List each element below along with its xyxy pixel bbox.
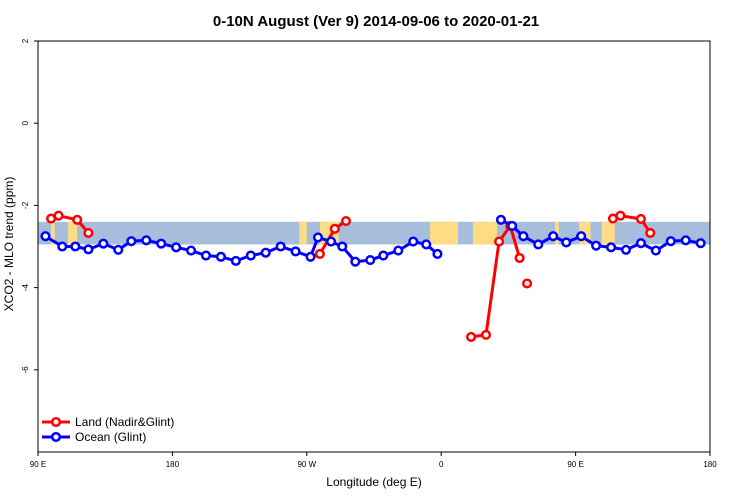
ocean-point-14 <box>245 250 256 261</box>
plot-frame <box>37 40 711 453</box>
ocean-point-26 <box>408 236 419 247</box>
legend-land-marker <box>50 416 62 428</box>
ocean-point-20 <box>326 236 337 247</box>
land-region-2 <box>299 221 307 245</box>
x-tick-label-0: 90 E <box>30 460 46 469</box>
land-point-8 <box>480 329 492 340</box>
series-land <box>46 210 656 342</box>
series-layer <box>40 210 706 342</box>
ocean-point-32 <box>533 239 544 250</box>
land-point-16 <box>645 227 656 238</box>
land-point-4 <box>314 248 325 259</box>
ocean-point-29 <box>495 214 506 225</box>
ocean-point-21 <box>337 241 348 252</box>
ocean-point-31 <box>518 231 529 242</box>
land-region-0 <box>51 221 55 245</box>
ocean-point-35 <box>576 231 587 242</box>
x-tick-label-4: 90 E <box>567 460 583 469</box>
ocean-point-42 <box>680 235 691 246</box>
ocean-point-25 <box>393 245 404 256</box>
ocean-point-23 <box>365 255 376 266</box>
ocean-point-11 <box>200 250 212 261</box>
y-axis-label: XCO2 - MLO trend (ppm) <box>2 177 16 312</box>
legend-ocean-label: Ocean (Glint) <box>75 430 146 444</box>
ocean-point-19 <box>312 232 324 243</box>
x-tick-label-3: 0 <box>439 460 444 469</box>
land-region-1 <box>67 221 78 245</box>
x-tick-label-5: 180 <box>703 460 717 469</box>
chart-title: 0-10N August (Ver 9) 2014-09-06 to 2020-… <box>213 13 539 30</box>
ocean-point-5 <box>113 244 124 255</box>
y-tick-label-0: 2 <box>21 38 30 43</box>
ocean-point-6 <box>126 236 137 247</box>
land-region-8 <box>601 221 615 245</box>
ocean-point-0 <box>40 231 51 242</box>
ocean-point-3 <box>83 244 94 255</box>
land-region-4 <box>430 221 458 245</box>
land-point-15 <box>635 213 646 225</box>
land-point-9 <box>494 236 505 247</box>
y-tick-label-1: 0 <box>21 120 30 125</box>
ocean-point-37 <box>606 242 617 253</box>
land-point-7 <box>466 331 477 342</box>
ocean-point-8 <box>156 238 167 249</box>
ocean-point-24 <box>378 250 389 261</box>
ocean-point-43 <box>695 238 706 249</box>
ocean-point-13 <box>230 255 241 266</box>
ocean-point-33 <box>548 231 559 242</box>
ocean-point-2 <box>70 241 81 252</box>
y-tick-label-4: -6 <box>21 366 30 374</box>
ocean-point-39 <box>635 238 646 249</box>
legend: Land (Nadir&Glint) Ocean (Glint) <box>42 415 174 444</box>
x-tick-label-1: 180 <box>166 460 180 469</box>
land-point-5 <box>329 223 340 234</box>
x-axis-label: Longitude (deg E) <box>326 475 421 489</box>
ocean-point-34 <box>561 237 572 248</box>
land-point-1 <box>53 210 64 221</box>
y-tick-label-3: -4 <box>21 283 30 291</box>
ocean-point-22 <box>350 256 361 267</box>
ocean-point-36 <box>591 240 602 251</box>
y-tick-label-2: -2 <box>21 201 30 209</box>
plot-area <box>37 40 711 453</box>
land-point-2 <box>72 214 83 225</box>
ocean-point-38 <box>620 244 632 255</box>
ocean-point-17 <box>290 246 301 257</box>
land-region-5 <box>472 221 498 245</box>
ocean-point-41 <box>665 236 676 247</box>
ocean-point-18 <box>305 251 316 262</box>
legend-ocean-marker <box>50 431 62 443</box>
y-axis: 2 0 -2 -4 -6 <box>21 38 38 373</box>
ocean-point-12 <box>215 251 226 262</box>
ocean-point-15 <box>260 247 271 258</box>
x-axis: 90 E 180 90 W 0 90 E 180 <box>30 452 717 469</box>
land-point-12 <box>522 278 533 289</box>
ocean-point-16 <box>275 241 286 252</box>
legend-land-label: Land (Nadir&Glint) <box>75 415 174 429</box>
ocean-point-1 <box>57 241 68 252</box>
ocean-point-10 <box>186 245 197 256</box>
land-point-3 <box>83 227 94 238</box>
ocean-band <box>38 221 710 245</box>
ocean-point-7 <box>141 235 152 246</box>
land-point-11 <box>514 252 525 264</box>
x-tick-label-2: 90 W <box>297 460 316 469</box>
ocean-point-28 <box>432 248 443 259</box>
ocean-point-30 <box>507 220 518 231</box>
ocean-point-4 <box>98 238 109 249</box>
ocean-point-27 <box>421 239 432 250</box>
ocean-point-40 <box>650 245 661 256</box>
series-ocean <box>40 214 706 267</box>
ocean-point-9 <box>171 242 182 253</box>
land-point-14 <box>615 210 626 221</box>
land-point-6 <box>340 215 352 227</box>
